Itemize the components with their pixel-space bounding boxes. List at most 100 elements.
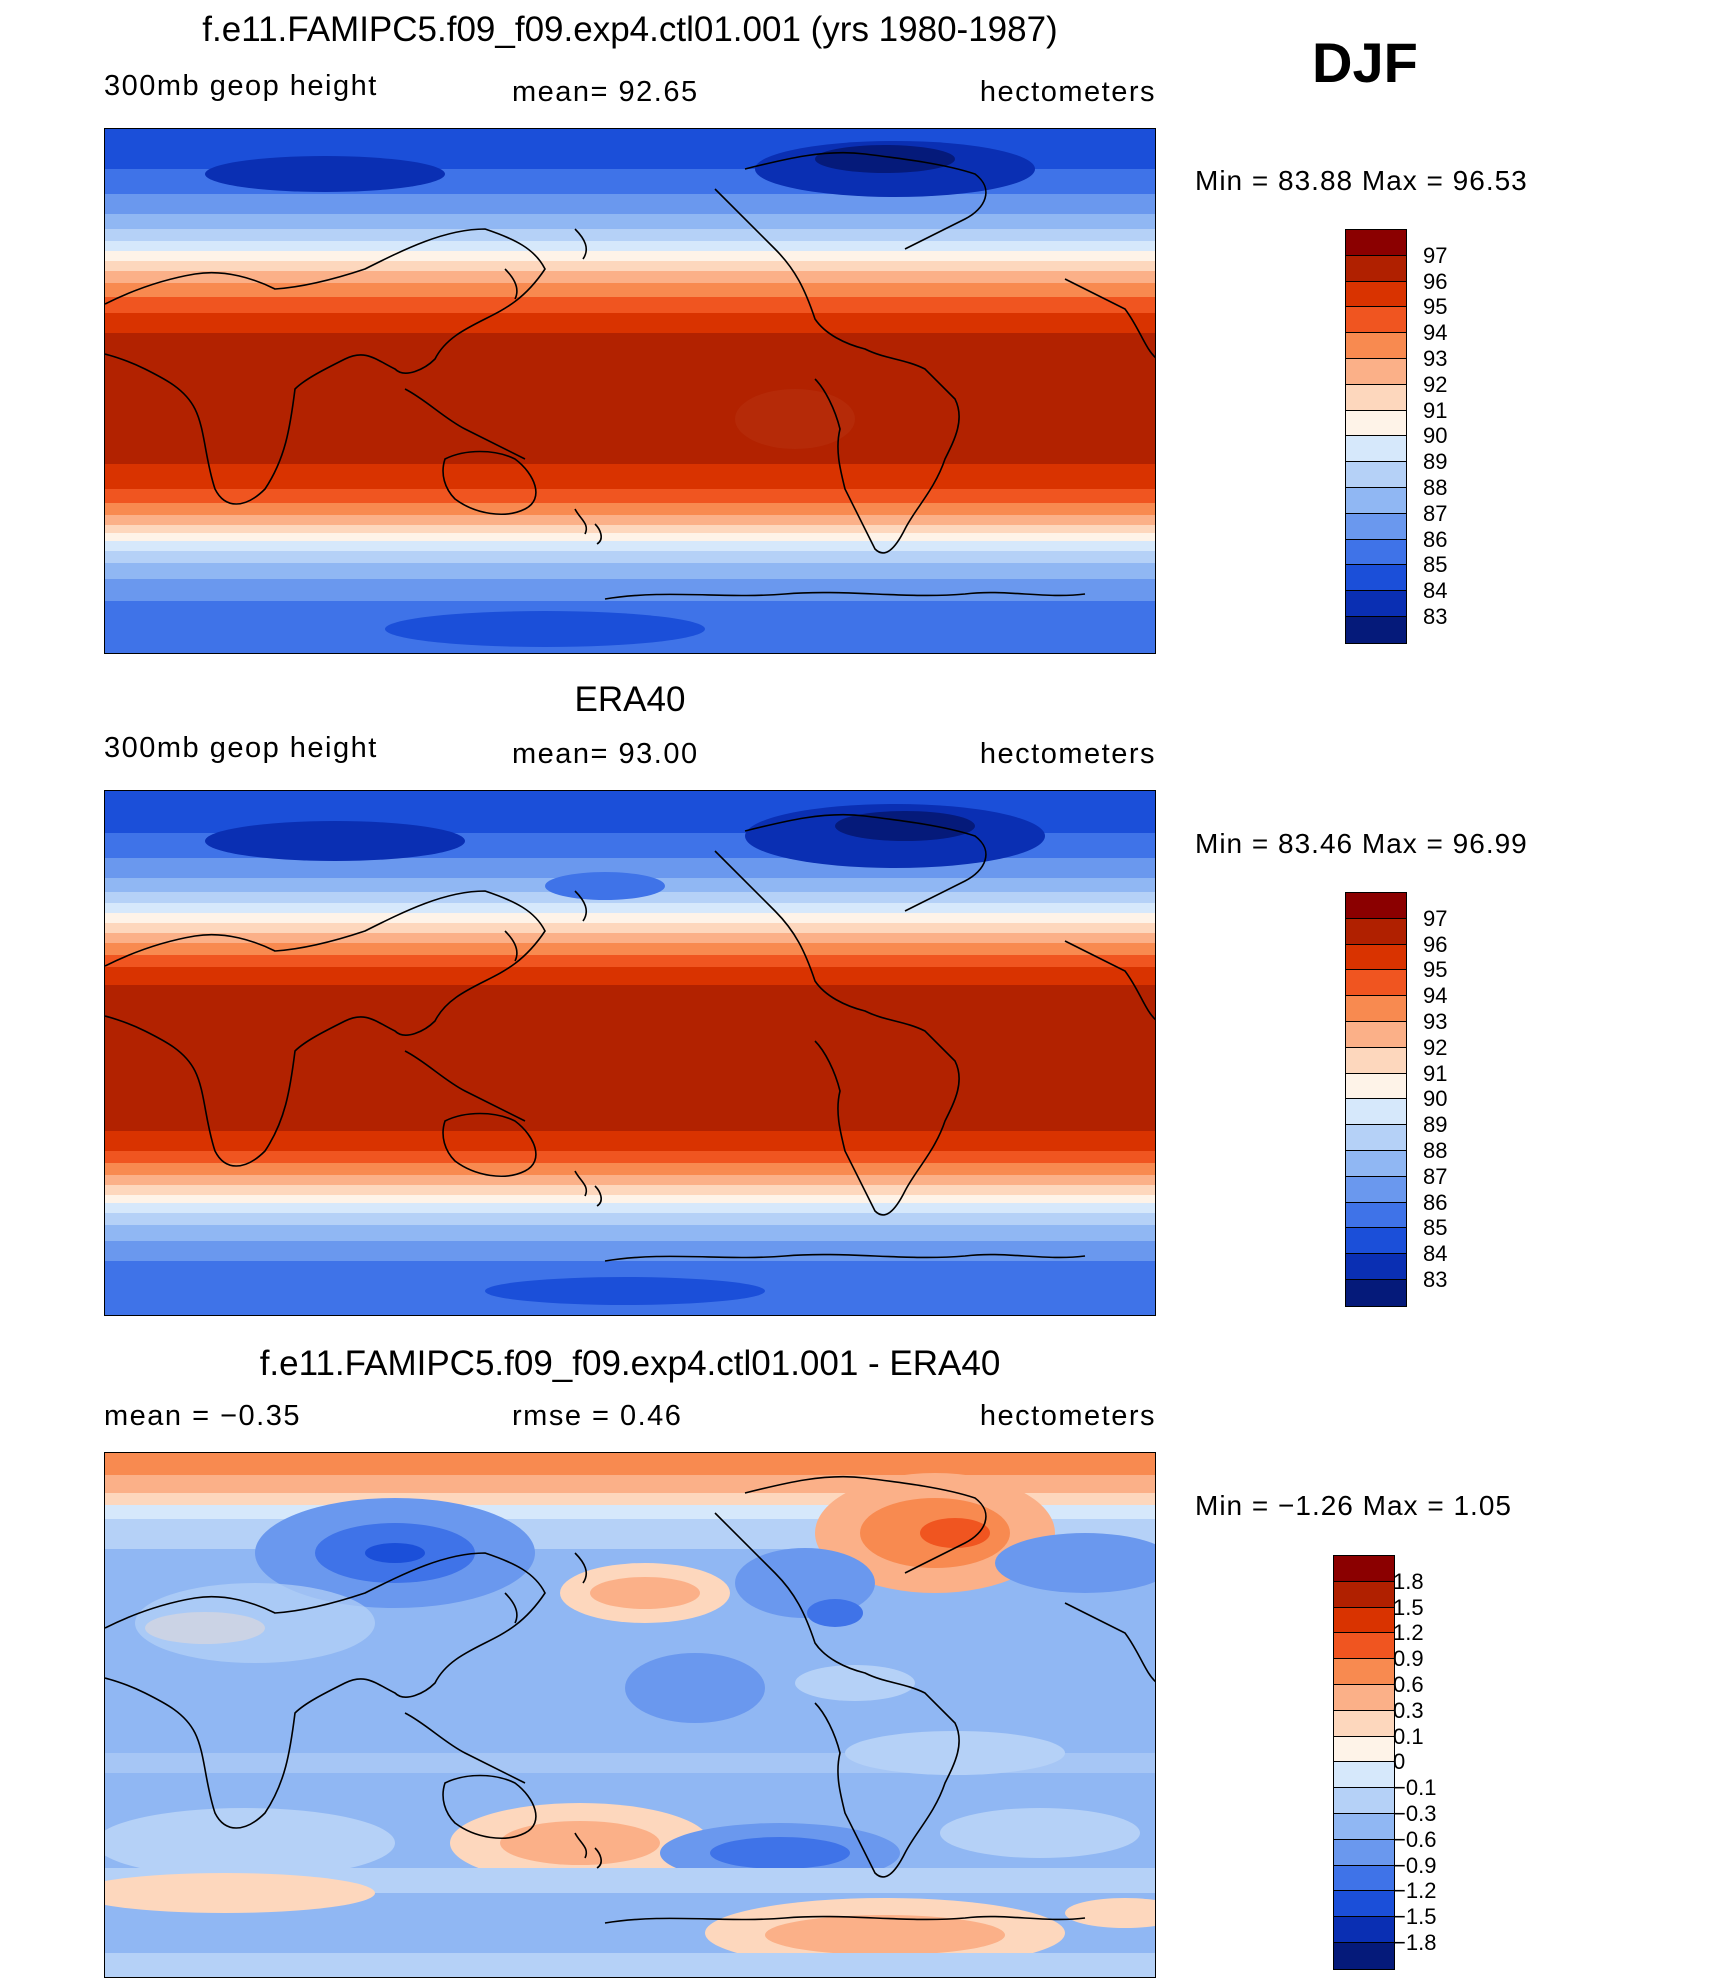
colorbar-swatch: [1334, 1633, 1394, 1660]
colorbar-label: 97: [1423, 242, 1448, 268]
colorbar-swatch: [1346, 281, 1406, 308]
panel-2-contour-field: [105, 791, 1155, 1315]
colorbar-swatch: [1334, 1736, 1394, 1763]
colorbar-label: 94: [1423, 320, 1448, 346]
colorbar-label: −1.5: [1393, 1904, 1437, 1930]
panel-2-minmax: Min = 83.46 Max = 96.99: [1195, 828, 1528, 859]
colorbar-label: 95: [1423, 294, 1448, 320]
panel-2-colorbar-boxes: [1345, 892, 1407, 1307]
panel-3-contour-field: [105, 1453, 1155, 1977]
colorbar-label: 1.2: [1393, 1620, 1424, 1646]
colorbar-label: 83: [1423, 1267, 1448, 1292]
colorbar-swatch: [1346, 513, 1406, 540]
colorbar-swatch: [1346, 565, 1406, 592]
colorbar-swatch: [1346, 591, 1406, 617]
colorbar-label: 93: [1423, 1009, 1448, 1034]
colorbar-label: 86: [1423, 526, 1448, 552]
colorbar-label: 95: [1423, 957, 1448, 983]
panel-2-mean-label: mean= 93.00: [512, 738, 699, 770]
colorbar-swatch: [1334, 1813, 1394, 1840]
colorbar-swatch: [1334, 1839, 1394, 1866]
colorbar-label: 91: [1423, 1060, 1448, 1086]
colorbar-label: 84: [1423, 1241, 1448, 1267]
panel-1-contour-field: [105, 129, 1155, 653]
colorbar-label: 89: [1423, 449, 1448, 475]
colorbar-label: −0.9: [1393, 1852, 1437, 1878]
colorbar-swatch: [1334, 1942, 1394, 1969]
colorbar-label: 88: [1423, 1138, 1448, 1163]
colorbar-swatch: [1346, 436, 1406, 463]
colorbar-swatch: [1346, 462, 1406, 488]
panel-3-rmse-label: rmse = 0.46: [512, 1400, 683, 1432]
panel-1-colorbar-boxes: [1345, 229, 1407, 644]
panel-3-mean-label: mean = −0.35: [104, 1400, 301, 1432]
colorbar-swatch: [1334, 1556, 1394, 1582]
colorbar-label: 91: [1423, 397, 1448, 423]
panel-3-title: f.e11.FAMIPC5.f09_f09.exp4.ctl01.001 - E…: [259, 1344, 1001, 1383]
colorbar-label: 85: [1423, 552, 1448, 578]
panel-3-coastlines: [105, 1475, 1155, 1924]
panel-2-coastlines: [105, 813, 1155, 1262]
panel-1-title: f.e11.FAMIPC5.f09_f09.exp4.ctl01.001 (yr…: [202, 10, 1058, 49]
colorbar-label: 0: [1393, 1749, 1406, 1775]
colorbar-label: 0.3: [1393, 1697, 1424, 1723]
panel-1-minmax: Min = 83.88 Max = 96.53: [1195, 165, 1528, 196]
colorbar-label: 0.9: [1393, 1646, 1424, 1672]
colorbar-swatch: [1346, 539, 1406, 566]
panel-3-map: [104, 1452, 1156, 1978]
colorbar-label: 1.8: [1393, 1568, 1424, 1594]
colorbar-swatch: [1346, 996, 1406, 1022]
colorbar-swatch: [1346, 970, 1406, 997]
colorbar-label: 87: [1423, 500, 1448, 526]
colorbar-label: 96: [1423, 268, 1448, 294]
colorbar-label: −0.6: [1393, 1826, 1437, 1852]
colorbar-swatch: [1346, 1228, 1406, 1255]
colorbar-swatch: [1334, 1788, 1394, 1814]
colorbar-swatch: [1346, 358, 1406, 385]
colorbar-label: 92: [1423, 1034, 1448, 1060]
colorbar-swatch: [1346, 1073, 1406, 1100]
panel-2-variable-label: 300mb geop height: [104, 732, 378, 764]
colorbar-swatch: [1334, 1917, 1394, 1943]
colorbar-swatch: [1334, 1710, 1394, 1737]
colorbar-swatch: [1346, 230, 1406, 256]
colorbar-swatch: [1346, 333, 1406, 359]
panel-3-colorbar-boxes: [1333, 1555, 1395, 1970]
panel-2-title: ERA40: [574, 680, 686, 719]
panel-2-units-label: hectometers: [979, 738, 1156, 770]
colorbar-swatch: [1346, 1047, 1406, 1074]
colorbar-label: −0.1: [1393, 1775, 1437, 1801]
colorbar-swatch: [1334, 1762, 1394, 1789]
colorbar-swatch: [1346, 384, 1406, 411]
panel-2-map: [104, 790, 1156, 1316]
colorbar-swatch: [1346, 1254, 1406, 1280]
colorbar-label: 85: [1423, 1215, 1448, 1241]
colorbar-label: 88: [1423, 475, 1448, 500]
colorbar-swatch: [1346, 944, 1406, 971]
panel-1-units-label: hectometers: [979, 76, 1156, 108]
colorbar-label: 84: [1423, 578, 1448, 604]
colorbar-label: 96: [1423, 931, 1448, 957]
colorbar-label: 90: [1423, 1086, 1448, 1112]
colorbar-swatch: [1334, 1607, 1394, 1634]
colorbar-swatch: [1346, 1099, 1406, 1126]
colorbar-swatch: [1334, 1891, 1394, 1918]
colorbar-swatch: [1346, 1202, 1406, 1229]
colorbar-label: 90: [1423, 423, 1448, 449]
colorbar-label: 93: [1423, 346, 1448, 371]
colorbar-swatch: [1346, 1125, 1406, 1151]
colorbar-swatch: [1346, 893, 1406, 919]
colorbar-swatch: [1346, 1150, 1406, 1177]
colorbar-label: 94: [1423, 983, 1448, 1009]
colorbar-label: 97: [1423, 905, 1448, 931]
colorbar-label: 0.1: [1393, 1723, 1424, 1749]
colorbar-label: 83: [1423, 604, 1448, 629]
colorbar-label: 92: [1423, 371, 1448, 397]
colorbar-swatch: [1346, 307, 1406, 334]
colorbar-swatch: [1334, 1659, 1394, 1685]
colorbar-swatch: [1346, 410, 1406, 437]
colorbar-swatch: [1346, 1279, 1406, 1306]
panel-1-variable-label: 300mb geop height: [104, 70, 378, 102]
colorbar-label: 1.5: [1393, 1594, 1424, 1620]
